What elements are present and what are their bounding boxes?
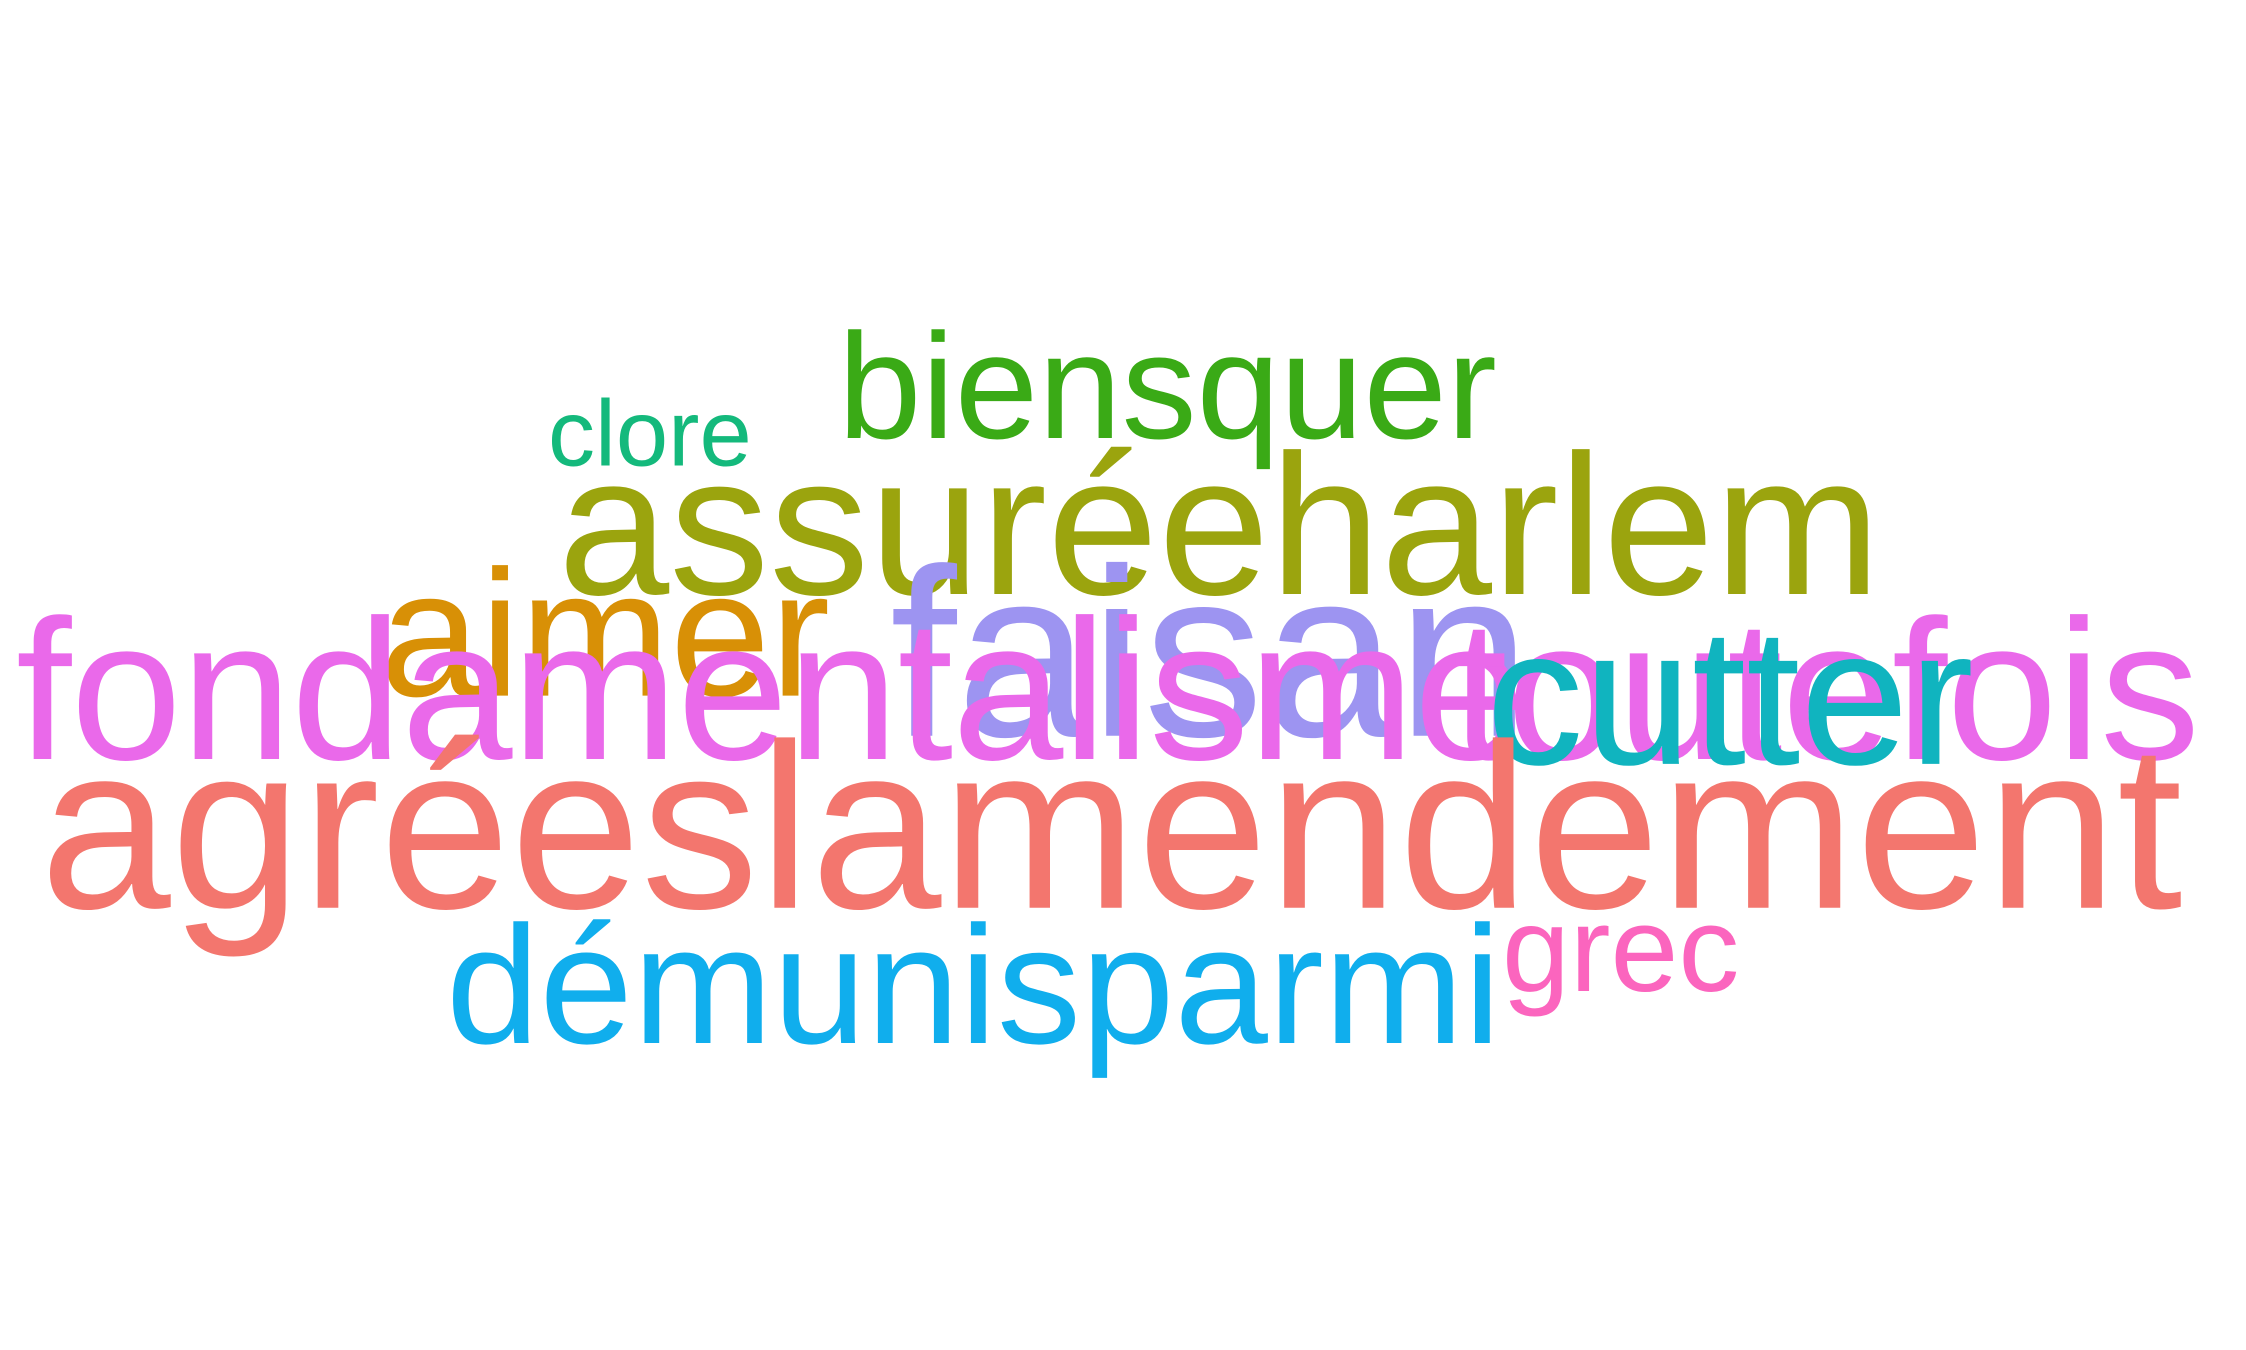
word-agreeslamendement: agréeslamendement (40, 694, 2183, 958)
word-biensquer: biensquer (838, 302, 1497, 470)
word-assureeharlem: assuréeharlem (558, 414, 1881, 637)
word-clore: clore (548, 380, 752, 486)
word-aimer: aimer (380, 533, 831, 735)
word-grec: grec (1502, 880, 1740, 1017)
word-cutter: cutter (1486, 587, 1974, 806)
word-toutefois: toutefois (1452, 579, 2200, 802)
word-faisan: faisan (890, 518, 1531, 787)
word-fondamentalisme: fondamentalisme (16, 579, 1525, 802)
word-demunisparmi: démunisparmi (446, 890, 1502, 1079)
